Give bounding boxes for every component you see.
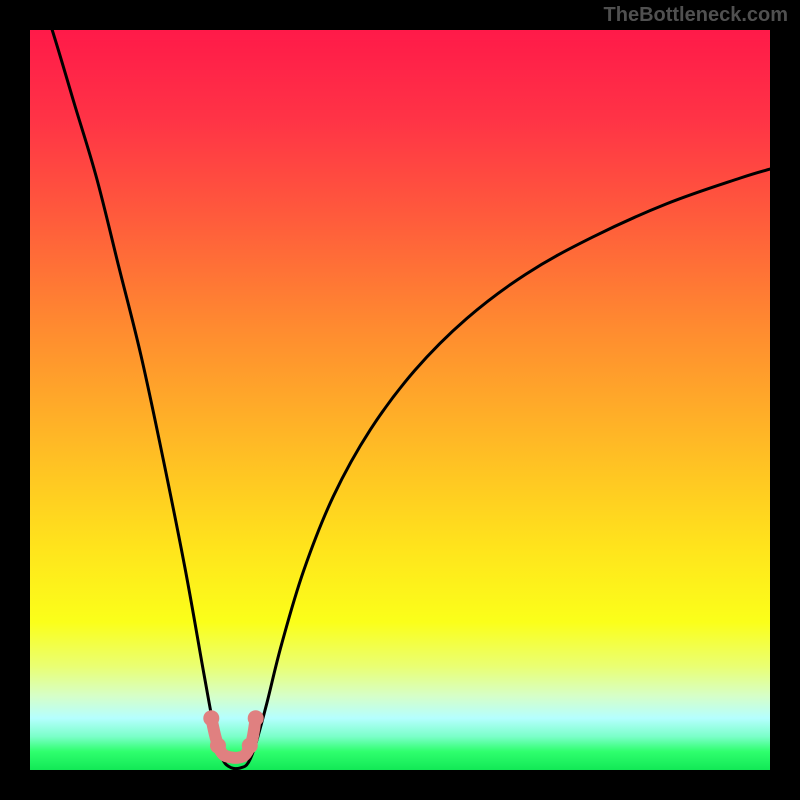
watermark-text: TheBottleneck.com <box>604 4 788 27</box>
marker-dot <box>242 738 258 754</box>
marker-dot <box>210 738 226 754</box>
chart-container: TheBottleneck.com <box>0 0 800 800</box>
marker-dot <box>248 710 264 726</box>
marker-dot <box>203 710 219 726</box>
chart-background <box>30 30 770 770</box>
plot-svg <box>0 0 800 800</box>
